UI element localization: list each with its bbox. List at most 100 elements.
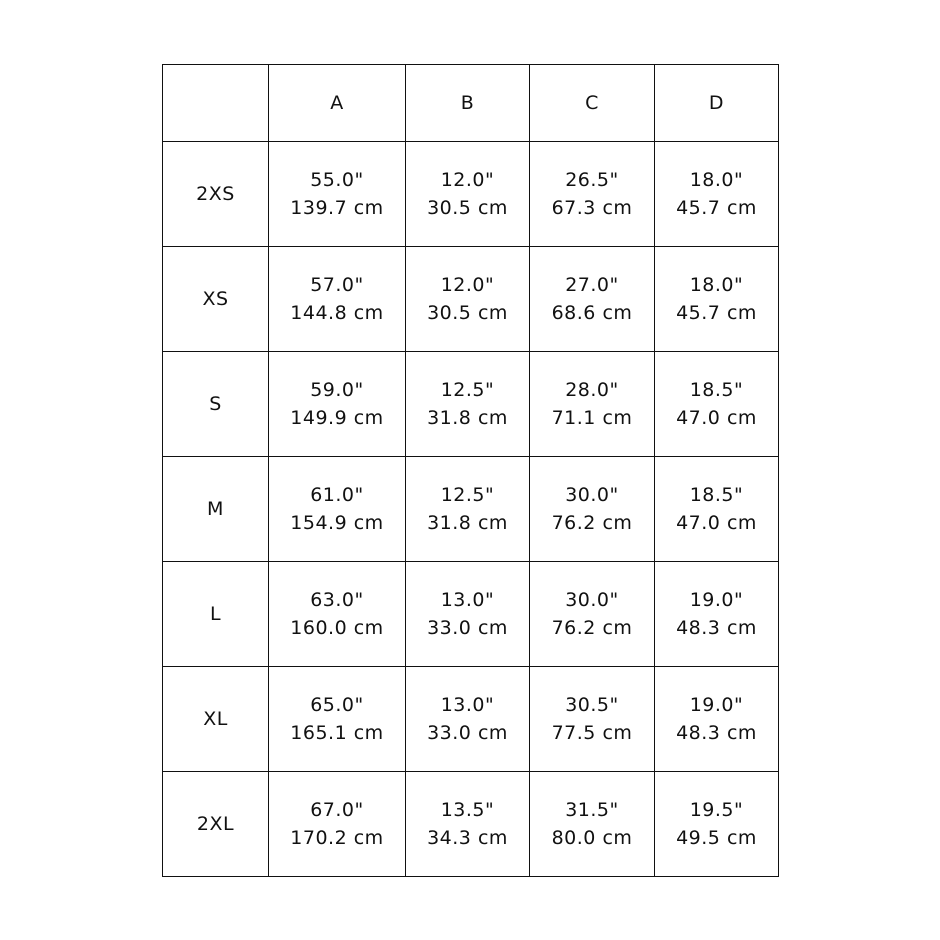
measurement-cell: 28.0" 71.1 cm [529,351,655,457]
cm-value: 67.3 cm [551,197,633,219]
cm-value: 160.0 cm [290,617,384,639]
cm-value: 45.7 cm [676,197,757,219]
measurement-cell: 13.0" 33.0 cm [405,561,530,667]
inches-value: 30.0" [565,589,619,611]
measurement-cell: 19.5" 49.5 cm [654,771,779,877]
column-header: B [405,64,530,142]
size-label: S [162,351,269,457]
measurement-cell: 65.0" 165.1 cm [268,666,406,772]
cm-value: 68.6 cm [551,302,633,324]
cm-value: 33.0 cm [427,722,508,744]
measurement-cell: 12.0" 30.5 cm [405,246,530,352]
inches-value: 61.0" [310,484,364,506]
inches-value: 57.0" [310,274,364,296]
column-header: A [268,64,406,142]
measurement-cell: 30.0" 76.2 cm [529,456,655,562]
inches-value: 55.0" [310,169,364,191]
measurement-cell: 18.5" 47.0 cm [654,456,779,562]
inches-value: 18.0" [689,274,744,296]
table-row: XS 57.0" 144.8 cm 12.0" 30.5 cm 27.0" 68.6 cm 1… [162,246,779,352]
measurement-cell: 30.0" 76.2 cm [529,561,655,667]
measurement-cell: 19.0" 48.3 cm [654,561,779,667]
cm-value: 144.8 cm [290,302,384,324]
cm-value: 47.0 cm [676,407,757,429]
cm-value: 76.2 cm [551,617,633,639]
measurement-cell: 27.0" 68.6 cm [529,246,655,352]
measurement-cell: 63.0" 160.0 cm [268,561,406,667]
size-label: 2XS [162,141,269,247]
measurement-cell: 13.5" 34.3 cm [405,771,530,877]
inches-value: 12.0" [440,169,495,191]
measurement-cell: 57.0" 144.8 cm [268,246,406,352]
cm-value: 154.9 cm [290,512,384,534]
inches-value: 27.0" [565,274,619,296]
cm-value: 77.5 cm [551,722,633,744]
inches-value: 12.5" [440,379,495,401]
cm-value: 149.9 cm [290,407,384,429]
cm-value: 30.5 cm [427,197,508,219]
cm-value: 170.2 cm [290,827,384,849]
table-row: XL 65.0" 165.1 cm 13.0" 33.0 cm 30.5" 77.5 cm 1… [162,666,779,772]
measurement-cell: 18.5" 47.0 cm [654,351,779,457]
measurement-cell: 67.0" 170.2 cm [268,771,406,877]
table-row: S 59.0" 149.9 cm 12.5" 31.8 cm 28.0" 71.1 cm 18… [162,351,779,457]
measurement-cell: 12.0" 30.5 cm [405,141,530,247]
measurement-cell: 59.0" 149.9 cm [268,351,406,457]
cm-value: 71.1 cm [551,407,633,429]
inches-value: 19.0" [689,589,744,611]
cm-value: 76.2 cm [551,512,633,534]
measurement-cell: 61.0" 154.9 cm [268,456,406,562]
inches-value: 63.0" [310,589,364,611]
size-label: 2XL [162,771,269,877]
measurement-cell: 18.0" 45.7 cm [654,246,779,352]
column-header: C [529,64,655,142]
inches-value: 59.0" [310,379,364,401]
inches-value: 12.5" [440,484,495,506]
inches-value: 18.5" [689,379,744,401]
inches-value: 30.0" [565,484,619,506]
measurement-cell: 55.0" 139.7 cm [268,141,406,247]
size-label: M [162,456,269,562]
inches-value: 13.5" [440,799,495,821]
inches-value: 18.0" [689,169,744,191]
size-label: XS [162,246,269,352]
inches-value: 31.5" [565,799,619,821]
cm-value: 31.8 cm [427,407,508,429]
size-label: L [162,561,269,667]
measurement-cell: 13.0" 33.0 cm [405,666,530,772]
cm-value: 80.0 cm [551,827,633,849]
cm-value: 47.0 cm [676,512,757,534]
cm-value: 34.3 cm [427,827,508,849]
inches-value: 30.5" [565,694,619,716]
inches-value: 13.0" [440,694,495,716]
measurement-cell: 12.5" 31.8 cm [405,456,530,562]
inches-value: 19.5" [689,799,744,821]
measurement-cell: 18.0" 45.7 cm [654,141,779,247]
column-header [162,64,269,142]
cm-value: 31.8 cm [427,512,508,534]
table-row: L 63.0" 160.0 cm 13.0" 33.0 cm 30.0" 76.2 cm 19… [162,561,779,667]
inches-value: 67.0" [310,799,364,821]
cm-value: 139.7 cm [290,197,384,219]
cm-value: 49.5 cm [676,827,757,849]
inches-value: 26.5" [565,169,619,191]
cm-value: 33.0 cm [427,617,508,639]
table-row: M 61.0" 154.9 cm 12.5" 31.8 cm 30.0" 76.2 cm 18… [162,456,779,562]
size-label: XL [162,666,269,772]
inches-value: 65.0" [310,694,364,716]
inches-value: 18.5" [689,484,744,506]
cm-value: 165.1 cm [290,722,384,744]
table-row: 2XS 55.0" 139.7 cm 12.0" 30.5 cm 26.5" 67.3 cm… [162,141,779,247]
column-header: D [654,64,779,142]
measurement-cell: 31.5" 80.0 cm [529,771,655,877]
size-chart-table: A B C D 2XS 55.0" 139.7 cm 12.0" 30.5 cm 26.5" 67.… [162,64,779,877]
measurement-cell: 12.5" 31.8 cm [405,351,530,457]
measurement-cell: 26.5" 67.3 cm [529,141,655,247]
measurement-cell: 19.0" 48.3 cm [654,666,779,772]
inches-value: 12.0" [440,274,495,296]
cm-value: 48.3 cm [676,722,757,744]
measurement-cell: 30.5" 77.5 cm [529,666,655,772]
cm-value: 48.3 cm [676,617,757,639]
inches-value: 28.0" [565,379,619,401]
